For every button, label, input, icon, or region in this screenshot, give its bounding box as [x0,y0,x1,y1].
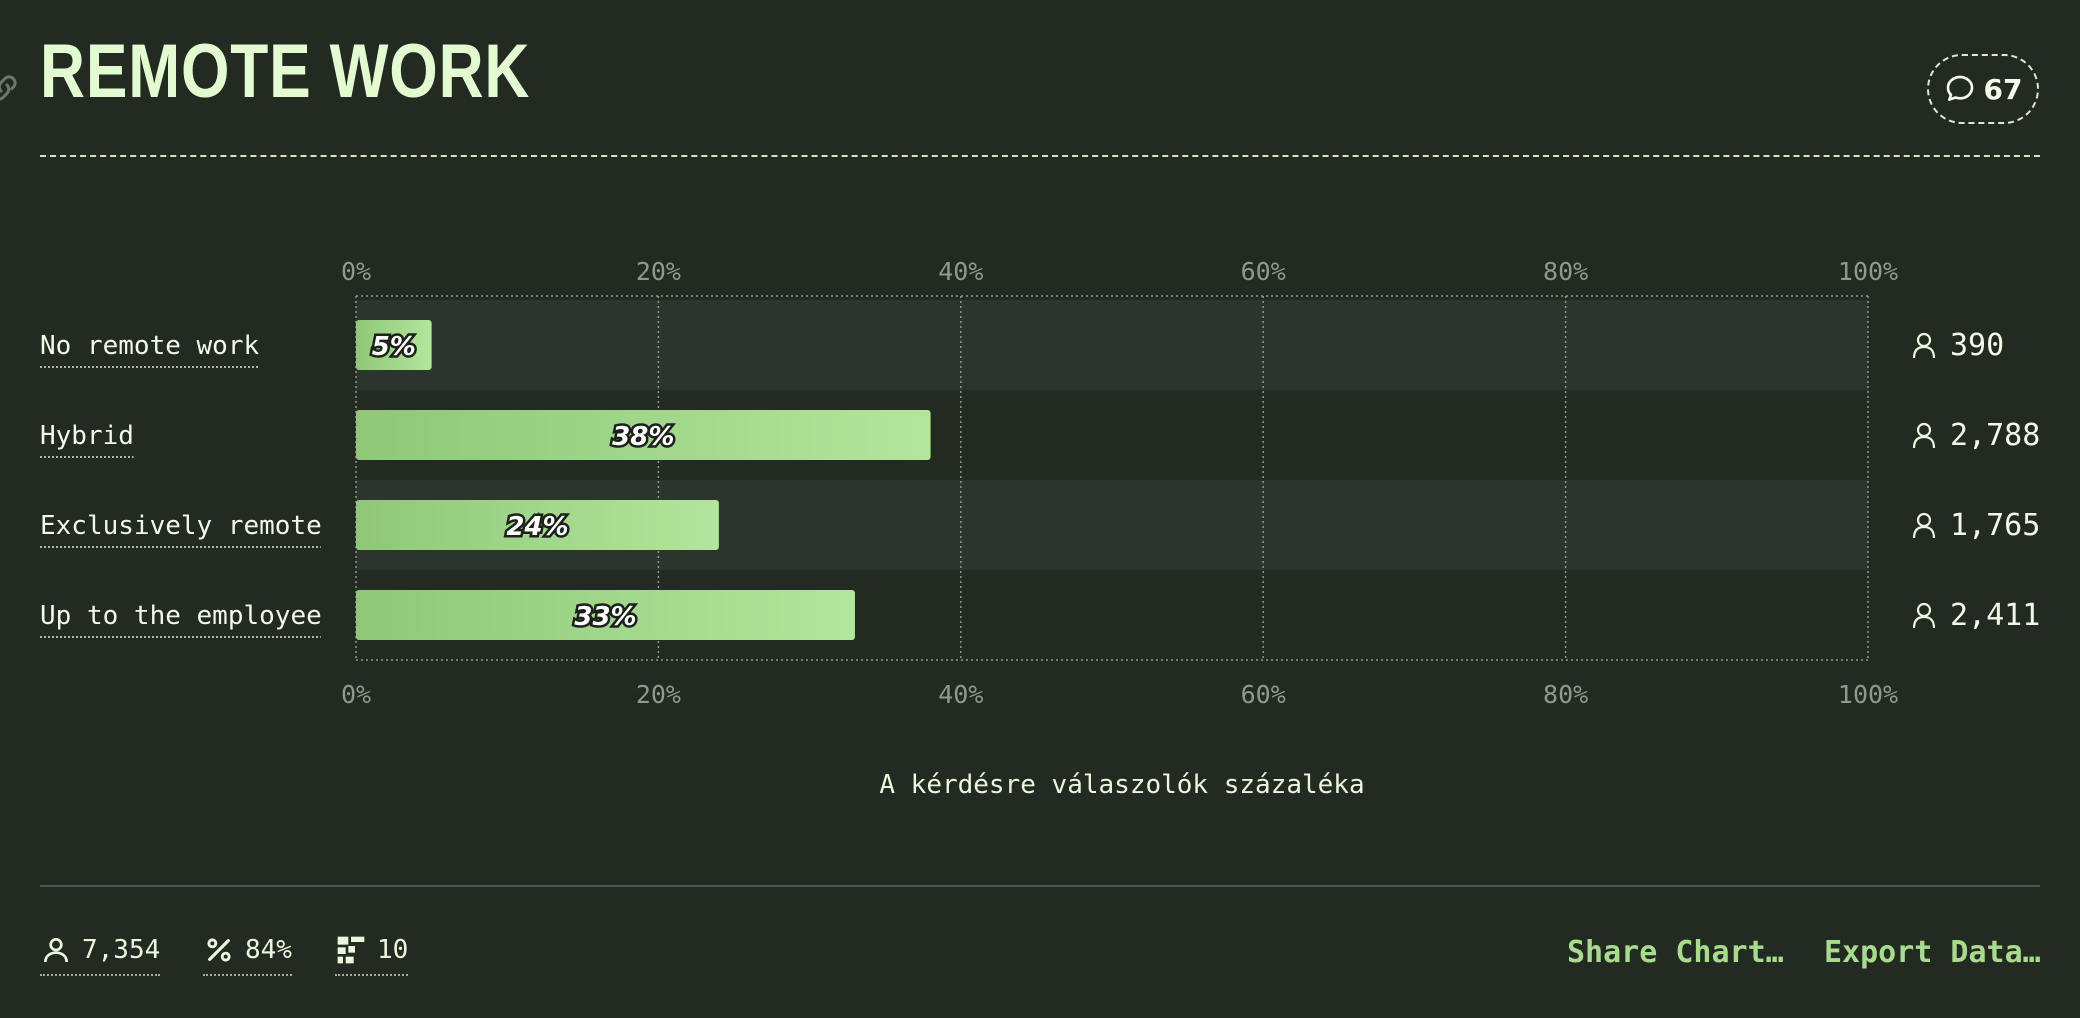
export-data-button[interactable]: Export Data… [1824,935,2041,970]
bar[interactable] [356,410,931,460]
bar-value-label: 24% [506,512,568,542]
person-icon [44,938,68,963]
comments-button[interactable]: 67 [1927,54,2039,124]
header-divider [40,155,2040,157]
comment-icon [1946,75,1973,101]
x-tick-label-top: 80% [1543,257,1588,286]
bar-value-label: 5% [372,332,416,362]
x-tick-label-top: 20% [636,257,681,286]
respondent-count: 1,765 [1950,508,2040,543]
x-tick-label-bottom: 100% [1838,680,1898,709]
category-label[interactable]: Up to the employee [40,601,322,631]
response-rate-value: 84% [245,935,292,965]
x-tick-label-bottom: 20% [636,680,681,709]
comment-count: 67 [1983,72,2023,106]
bar-value-label: 38% [612,422,674,452]
x-tick-label-bottom: 60% [1241,680,1286,709]
x-tick-label-top: 40% [938,257,983,286]
person-icon [1912,512,1936,539]
x-tick-label-bottom: 0% [341,680,371,709]
bar[interactable] [356,590,855,640]
total-respondents[interactable]: 7,354 [40,930,161,976]
bar-value-label: 33% [574,602,636,632]
share-chart-button[interactable]: Share Chart… [1567,935,1784,970]
bar[interactable] [356,320,432,370]
x-axis-label: A kérdésre válaszolók százaléka [879,770,1364,800]
person-icon [1912,332,1936,359]
question-count[interactable]: 10 [335,930,409,976]
respondent-count: 2,788 [1950,418,2040,453]
bar-chart: 0% 0% 20% 20% 40% 40% 60% 60% 80% 80% 100% 100% 5% 3… [40,257,2040,800]
respondent-count: 2,411 [1950,598,2040,633]
sitemap-icon [337,936,365,964]
response-rate[interactable]: 84% [203,930,292,976]
category-label[interactable]: Exclusively remote [40,511,322,541]
category-label[interactable]: No remote work [40,331,259,361]
x-tick-label-top: 100% [1838,257,1898,286]
x-tick-label-top: 60% [1241,257,1286,286]
x-tick-label-bottom: 80% [1543,680,1588,709]
person-icon [1912,422,1936,449]
total-respondents-value: 7,354 [82,935,161,965]
respondent-count: 390 [1950,328,2004,363]
question-count-value: 10 [377,935,409,965]
percent-icon [207,938,231,962]
page-title: REMOTE WORK [40,29,531,114]
row-band [356,300,1868,390]
person-icon [1912,602,1936,629]
bar[interactable] [356,500,719,550]
x-tick-label-top: 0% [341,257,371,286]
footer-divider [40,885,2040,887]
link-icon[interactable] [0,70,22,106]
category-label[interactable]: Hybrid [40,421,134,451]
x-tick-label-bottom: 40% [938,680,983,709]
